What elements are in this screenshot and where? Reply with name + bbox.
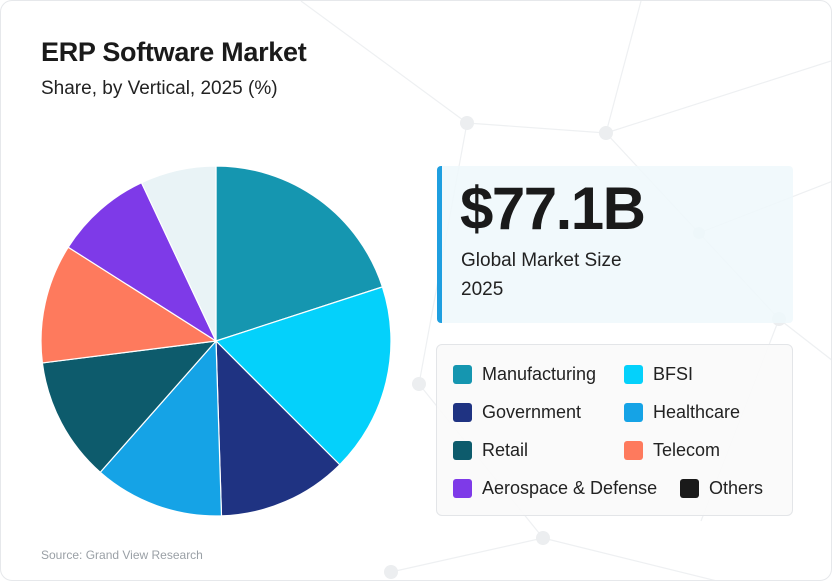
market-size-card: $77.1B Global Market Size 2025: [437, 166, 793, 323]
legend-item-manufacturing: Manufacturing: [453, 363, 596, 385]
legend-swatch: [453, 478, 472, 498]
source-note: Source: Grand View Research: [41, 548, 203, 562]
legend-item-bfsi: BFSI: [624, 363, 693, 385]
legend-label: Telecom: [653, 439, 721, 460]
legend-swatch: [453, 402, 472, 422]
pie-slice-aerospace-defense: [67, 182, 217, 342]
market-size-value: $77.1B: [460, 175, 646, 242]
pie-slice-bfsi: [215, 286, 392, 466]
market-size-label: Global Market Size 2025: [461, 250, 622, 300]
pie-slice-others: [140, 165, 217, 342]
legend-swatch: [624, 402, 643, 422]
legend-label: Healthcare: [653, 401, 741, 422]
legend-item-telecom: Telecom: [624, 439, 720, 461]
legend-label: BFSI: [653, 363, 694, 384]
pie-chart: [40, 165, 392, 517]
chart-legend: Manufacturing BFSI Government Healthcare Ret…: [436, 344, 793, 516]
pie-slice-telecom: [40, 246, 217, 364]
legend-item-government: Government: [453, 401, 581, 423]
chart-title: ERP Software Market: [41, 37, 307, 67]
legend-item-healthcare: Healthcare: [624, 401, 740, 423]
pie-slice-government: [215, 340, 341, 517]
legend-swatch: [680, 478, 699, 498]
legend-item-others: Others: [680, 477, 763, 499]
legend-swatch: [624, 364, 643, 384]
legend-item-retail: Retail: [453, 439, 528, 461]
pie-slice-healthcare: [99, 340, 223, 517]
pie-slice-manufacturing: [215, 165, 384, 342]
legend-label: Government: [482, 401, 582, 422]
legend-label: Retail: [482, 439, 529, 460]
legend-swatch: [453, 440, 472, 460]
legend-label: Manufacturing: [482, 363, 597, 384]
legend-label: Others: [709, 477, 764, 498]
legend-label: Aerospace & Defense: [482, 477, 658, 498]
legend-swatch: [624, 440, 643, 460]
chart-subtitle: Share, by Vertical, 2025 (%): [41, 78, 278, 99]
legend-item-aerospace-defense: Aerospace & Defense: [453, 477, 657, 499]
pie-slice-retail: [41, 340, 217, 473]
legend-swatch: [453, 364, 472, 384]
